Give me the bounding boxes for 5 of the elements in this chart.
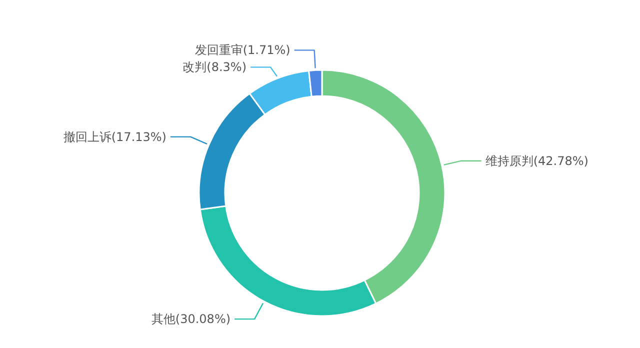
slice-label: 维持原判(42.78%): [485, 154, 588, 168]
slice-label: 改判(8.3%): [182, 60, 247, 74]
slice-label: 发回重审(1.71%): [194, 43, 290, 58]
slice-label: 其他(30.08%): [151, 312, 231, 326]
slice-label: 撤回上诉(17.13%): [63, 130, 166, 144]
